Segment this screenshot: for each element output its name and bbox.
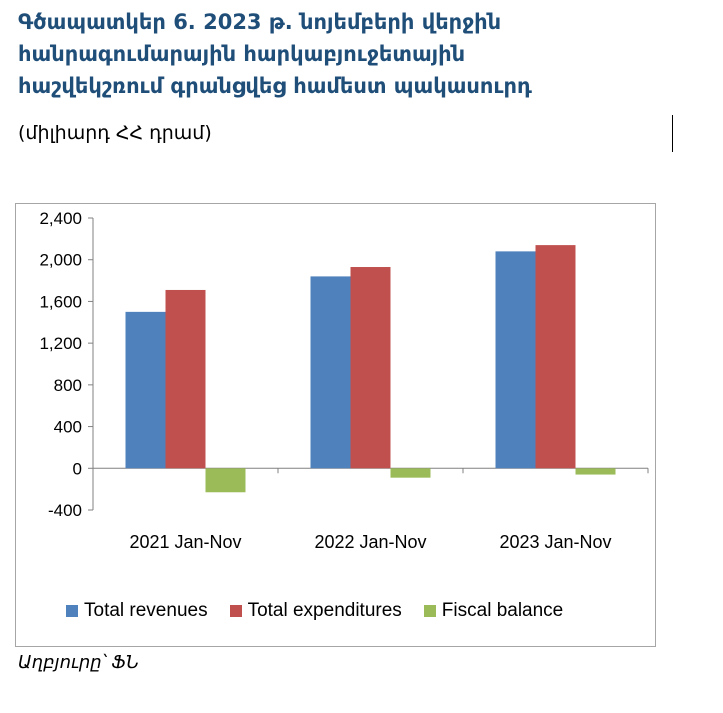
y-tick-label: 800: [54, 376, 82, 395]
legend-label-balance: Fiscal balance: [441, 600, 564, 621]
legend-label-expenditures: Total expenditures: [247, 600, 402, 621]
bar: [495, 251, 536, 469]
bar: [390, 468, 431, 478]
legend-swatch-balance: [423, 605, 436, 617]
bar: [205, 468, 246, 493]
source-note: Աղբյուրը՝ ՖՆ: [18, 652, 140, 673]
y-tick-label: 1,600: [39, 292, 82, 311]
legend-item-revenues: Total revenues: [66, 600, 208, 622]
chart-title: Գծապատկեր 6. 2023 թ. նոյեմբերի վերջին հա…: [18, 6, 678, 102]
y-tick-label: -400: [48, 501, 82, 520]
x-tick-label: 2022 Jan-Nov: [314, 532, 426, 552]
text-cursor: [672, 115, 673, 152]
x-tick-label: 2021 Jan-Nov: [129, 532, 241, 552]
legend-swatch-expenditures: [229, 605, 242, 617]
legend-label-revenues: Total revenues: [84, 600, 208, 621]
units-label: (միլիարդ ՀՀ դրամ): [18, 122, 212, 144]
y-tick-label: 2,000: [39, 251, 82, 270]
title-line-1: Գծապատկեր 6. 2023 թ. նոյեմբերի վերջին: [18, 10, 502, 34]
bar: [165, 289, 206, 469]
x-tick-label: 2023 Jan-Nov: [499, 532, 611, 552]
y-tick-label: 2,400: [39, 209, 82, 228]
bar: [125, 311, 166, 469]
y-tick-label: 0: [73, 459, 82, 478]
y-tick-label: 400: [54, 418, 82, 437]
legend-swatch-revenues: [66, 605, 78, 617]
bar: [535, 245, 576, 469]
title-line-2: հանրագումարային հարկաբյուջետային: [18, 42, 466, 66]
legend-item-expenditures: Total expenditures: [229, 600, 402, 622]
legend: Total revenues Total expenditures Fiscal…: [66, 600, 585, 622]
legend-item-balance: Fiscal balance: [423, 600, 564, 622]
bar: [310, 276, 351, 469]
bar: [575, 468, 616, 475]
bar: [350, 267, 391, 469]
y-tick-label: 1,200: [39, 334, 82, 353]
title-line-3: հաշվեկշռում գրանցվեց համեստ պակասուրդ: [18, 74, 532, 98]
